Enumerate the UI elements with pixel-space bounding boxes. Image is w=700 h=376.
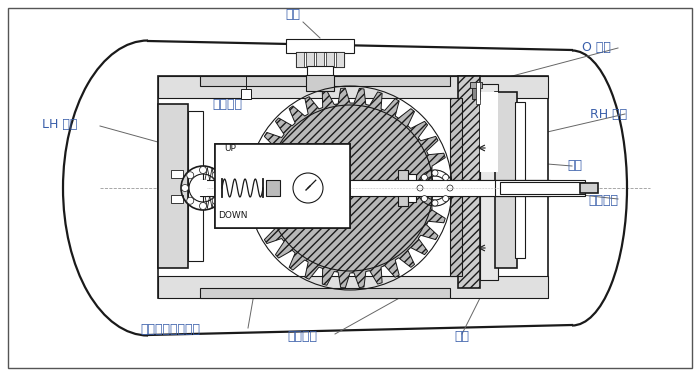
Bar <box>215 144 350 228</box>
Text: 压缩
空气: 压缩 空气 <box>484 221 500 250</box>
Bar <box>200 76 450 86</box>
Bar <box>265 181 277 195</box>
Bar <box>500 182 585 194</box>
Circle shape <box>212 172 219 179</box>
Bar <box>470 82 482 88</box>
Bar <box>480 92 498 172</box>
Circle shape <box>442 196 449 202</box>
Circle shape <box>432 170 438 176</box>
Text: O 型圈: O 型圈 <box>582 41 611 54</box>
Bar <box>398 170 408 206</box>
Circle shape <box>187 197 194 204</box>
Bar <box>472 87 480 99</box>
Polygon shape <box>256 188 445 288</box>
Bar <box>306 75 334 91</box>
Text: 推力轴承: 推力轴承 <box>287 330 317 343</box>
Text: 活塞: 活塞 <box>454 330 470 343</box>
Circle shape <box>181 185 188 191</box>
Bar <box>199 180 207 196</box>
Circle shape <box>447 185 453 191</box>
Bar <box>286 39 354 53</box>
Bar <box>241 89 251 99</box>
Bar <box>306 52 314 67</box>
Text: 卷筒: 卷筒 <box>286 8 300 21</box>
Bar <box>171 170 183 178</box>
Text: DOWN: DOWN <box>218 211 248 220</box>
Bar <box>200 180 550 196</box>
Bar <box>580 183 598 193</box>
Circle shape <box>199 167 206 173</box>
Circle shape <box>218 185 225 191</box>
Bar <box>495 92 517 268</box>
Bar <box>495 180 585 196</box>
Text: 压缩
空气: 压缩 空气 <box>484 117 500 147</box>
Bar <box>205 180 550 196</box>
Bar <box>158 76 548 298</box>
Bar <box>171 195 183 203</box>
Circle shape <box>417 185 423 191</box>
Bar <box>480 84 498 280</box>
Bar <box>158 76 548 98</box>
Text: UP: UP <box>225 151 237 160</box>
Text: 滚珠螺帽: 滚珠螺帽 <box>588 194 618 207</box>
Bar <box>158 276 548 298</box>
Bar <box>336 52 344 67</box>
Bar <box>326 52 334 67</box>
Text: 室、: 室、 <box>567 159 582 172</box>
Circle shape <box>212 197 219 204</box>
Circle shape <box>421 174 428 180</box>
Bar <box>215 144 350 228</box>
Text: 滚珠螺母: 滚珠螺母 <box>212 98 242 111</box>
Text: RH 盖板: RH 盖板 <box>590 108 627 121</box>
Bar <box>450 98 462 276</box>
Text: UP: UP <box>224 144 236 153</box>
Circle shape <box>432 200 438 206</box>
Circle shape <box>187 172 194 179</box>
Text: LH 盖板: LH 盖板 <box>42 118 78 131</box>
Bar <box>200 288 450 298</box>
Bar <box>476 82 480 104</box>
Bar <box>408 174 416 202</box>
Circle shape <box>442 174 449 180</box>
Bar <box>307 66 333 81</box>
Bar <box>458 76 480 288</box>
Bar <box>296 52 304 67</box>
Polygon shape <box>256 88 445 188</box>
Text: 滚珠丝杠卷轴总成: 滚珠丝杠卷轴总成 <box>140 323 200 336</box>
Bar <box>316 52 324 67</box>
Bar <box>296 52 344 67</box>
Circle shape <box>199 203 206 209</box>
Bar <box>158 104 188 268</box>
Bar <box>515 102 525 258</box>
Bar <box>188 111 203 261</box>
Bar <box>266 180 280 196</box>
Text: DOWN: DOWN <box>220 211 249 220</box>
Circle shape <box>421 196 428 202</box>
